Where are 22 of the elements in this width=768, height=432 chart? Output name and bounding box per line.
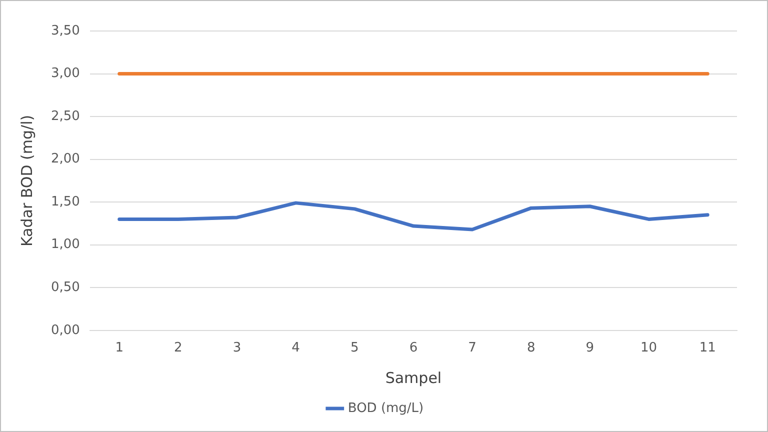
x-tick-label: 5 xyxy=(350,340,359,356)
x-tick-label: 9 xyxy=(586,340,594,356)
x-tick-label: 3 xyxy=(232,340,242,356)
x-tick-label: 4 xyxy=(292,340,300,356)
x-tick-label: 6 xyxy=(409,340,418,356)
x-axis-title: Sampel xyxy=(385,368,442,387)
y-tick-label: 3,50 xyxy=(50,23,80,38)
x-tick-label: 7 xyxy=(468,340,476,356)
y-tick-label: 0,50 xyxy=(50,280,80,296)
y-tick-label: 2,50 xyxy=(50,108,80,124)
y-tick-label: 3,00 xyxy=(50,66,80,82)
x-tick-label: 10 xyxy=(640,340,658,356)
x-tick-label: 11 xyxy=(699,340,716,356)
x-tick-label: 2 xyxy=(174,340,182,356)
x-tick-label: 1 xyxy=(115,340,124,356)
y-tick-label: 0,00 xyxy=(50,322,80,338)
y-tick-label: 2,00 xyxy=(50,152,80,167)
legend-label: BOD (mg/L) xyxy=(348,400,424,416)
y-axis-title: Kadar BOD (mg/l) xyxy=(18,114,36,247)
y-tick-label: 1,00 xyxy=(50,237,80,252)
y-tick-label: 1,50 xyxy=(50,194,80,210)
x-tick-label: 8 xyxy=(526,340,536,356)
